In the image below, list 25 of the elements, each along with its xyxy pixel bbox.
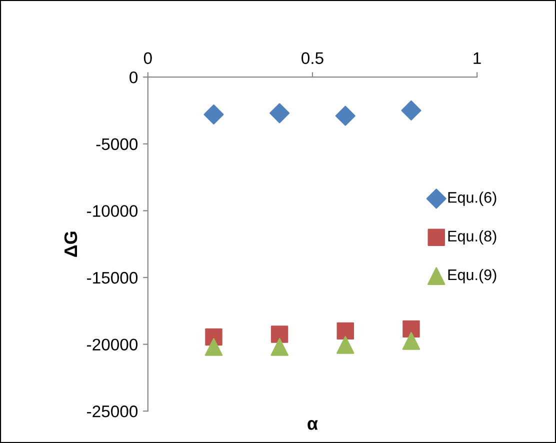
y-tick-label: -15000	[87, 272, 138, 284]
point	[204, 104, 224, 125]
y-tick-label: -5000	[96, 138, 138, 150]
point	[335, 106, 356, 126]
point	[270, 103, 290, 124]
point	[204, 338, 223, 356]
legend-label: Equ.(6)	[448, 192, 496, 206]
y-tick-label: -20000	[87, 338, 138, 351]
y-axis-title: ΔG	[64, 232, 78, 257]
x-tick-label: 0.5	[302, 52, 324, 64]
point	[336, 336, 354, 354]
point	[336, 322, 354, 340]
x-tick-label: 0	[144, 52, 152, 64]
point	[270, 326, 288, 343]
point	[270, 338, 288, 356]
y-tick-label: -10000	[87, 205, 138, 217]
y-tick-label: -25000	[87, 406, 138, 418]
x-tick-label: 1	[474, 52, 481, 64]
legend-label: Equ.(8)	[448, 230, 496, 245]
legend-label: Equ.(9)	[448, 268, 496, 284]
point	[401, 100, 422, 120]
point	[402, 332, 420, 350]
y-tick-label: 0	[130, 71, 138, 84]
x-axis-title: α	[308, 420, 318, 430]
point	[402, 320, 420, 338]
